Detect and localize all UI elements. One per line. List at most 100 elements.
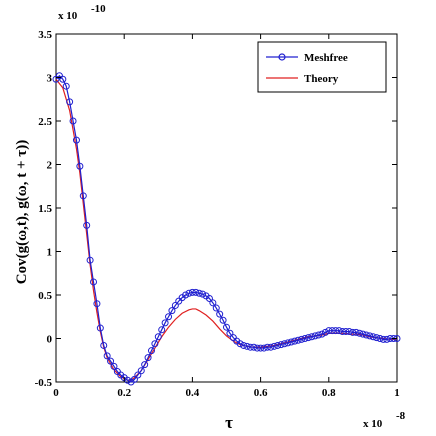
data-point-meshfree [158, 326, 166, 334]
data-point-meshfree [263, 343, 271, 351]
y-tick-label: 3 [47, 73, 53, 85]
data-point-meshfree [338, 328, 346, 336]
y-tick-label: 0.5 [38, 290, 52, 302]
data-point-meshfree [151, 340, 159, 348]
data-point-meshfree [144, 354, 152, 362]
series-layer [52, 72, 401, 386]
data-point-meshfree [315, 331, 323, 339]
legend-marker-meshfree [278, 53, 286, 61]
legend-label-meshfree: Meshfree [304, 52, 348, 64]
data-point-meshfree [240, 341, 248, 349]
data-point-meshfree [66, 98, 74, 106]
y-tick-label: 1.5 [38, 203, 52, 215]
data-point-meshfree [69, 117, 77, 125]
data-point-meshfree [62, 82, 70, 90]
y-tick-label: 0 [47, 334, 53, 346]
data-point-meshfree [373, 334, 381, 342]
y-exponent: -10 [91, 3, 106, 15]
data-point-meshfree [100, 341, 108, 349]
data-point-meshfree [199, 290, 207, 298]
data-point-meshfree [59, 75, 67, 83]
data-point-meshfree [168, 307, 176, 315]
y-axis-label: Cov(g(ω,t), g(ω, t + τ)) [14, 140, 30, 284]
data-point-meshfree [219, 316, 227, 324]
x-tick-label: 0.4 [186, 387, 200, 399]
series-line-meshfree [55, 74, 397, 383]
legend-box [257, 41, 387, 93]
data-point-meshfree [274, 341, 282, 349]
y-multiplier: x 10 [58, 10, 78, 22]
ticks-layer: 0 0.2 0.4 0.6 0.8 1-0.500.511.522.533.5 [35, 29, 400, 399]
data-point-meshfree [147, 347, 155, 355]
data-point-meshfree [161, 319, 169, 327]
data-point-meshfree [291, 337, 299, 345]
data-point-meshfree [212, 304, 220, 312]
data-point-meshfree [223, 323, 230, 331]
data-point-meshfree [209, 299, 217, 307]
data-point-meshfree [86, 256, 94, 264]
y-tick-label: 2 [47, 160, 53, 172]
data-point-meshfree [342, 328, 350, 336]
data-point-meshfree [318, 330, 326, 338]
data-point-meshfree [205, 294, 213, 302]
data-point-meshfree [294, 336, 302, 344]
data-point-meshfree [165, 313, 173, 321]
data-point-meshfree [379, 335, 387, 343]
data-point-meshfree [352, 328, 360, 336]
data-point-meshfree [359, 330, 367, 338]
x-tick-label: 1 [394, 387, 400, 399]
data-point-meshfree [226, 329, 234, 337]
data-point-meshfree [90, 278, 98, 286]
data-point-meshfree [103, 352, 111, 360]
data-point-meshfree [72, 136, 80, 144]
data-point-meshfree [182, 291, 190, 299]
data-point-meshfree [369, 333, 377, 341]
data-point-meshfree [137, 367, 145, 375]
data-point-meshfree [171, 301, 179, 309]
data-point-meshfree [335, 327, 343, 335]
data-point-meshfree [93, 300, 101, 308]
x-tick-label: 0.6 [254, 387, 268, 399]
x-exponent: -8 [396, 410, 406, 422]
y-tick-label: -0.5 [35, 377, 53, 389]
data-point-meshfree [260, 344, 268, 352]
data-point-meshfree [383, 335, 391, 343]
data-point-meshfree [243, 342, 251, 350]
x-axis-label: τ [225, 413, 233, 432]
data-point-meshfree [257, 344, 265, 352]
data-point-meshfree [287, 338, 295, 346]
data-point-meshfree [250, 343, 258, 351]
data-point-meshfree [107, 357, 115, 365]
data-point-meshfree [195, 289, 203, 297]
data-point-meshfree [141, 361, 149, 369]
data-point-meshfree [110, 362, 118, 370]
legend-label-theory: Theory [304, 73, 339, 85]
data-point-meshfree [362, 331, 370, 339]
x-multiplier: x 10 [363, 418, 383, 430]
data-point-meshfree [192, 288, 200, 296]
data-point-meshfree [154, 333, 162, 341]
data-point-meshfree [83, 221, 91, 229]
data-point-meshfree [96, 324, 104, 332]
data-point-meshfree [277, 341, 285, 349]
data-point-meshfree [311, 332, 319, 340]
legend: Meshfree Theory [257, 41, 387, 93]
data-point-meshfree [328, 327, 336, 335]
x-tick-label: 0.8 [322, 387, 336, 399]
data-point-meshfree [332, 327, 340, 335]
data-point-meshfree [253, 344, 261, 352]
data-point-meshfree [321, 328, 329, 336]
data-point-meshfree [304, 334, 312, 342]
data-point-meshfree [349, 328, 357, 336]
data-point-meshfree [130, 375, 138, 383]
data-point-meshfree [76, 162, 84, 170]
y-tick-label: 1 [47, 247, 53, 259]
data-point-meshfree [185, 289, 193, 297]
data-point-meshfree [366, 332, 374, 340]
data-point-meshfree [301, 335, 309, 342]
data-point-meshfree [270, 342, 278, 350]
data-point-meshfree [298, 335, 306, 343]
data-point-meshfree [188, 288, 196, 296]
